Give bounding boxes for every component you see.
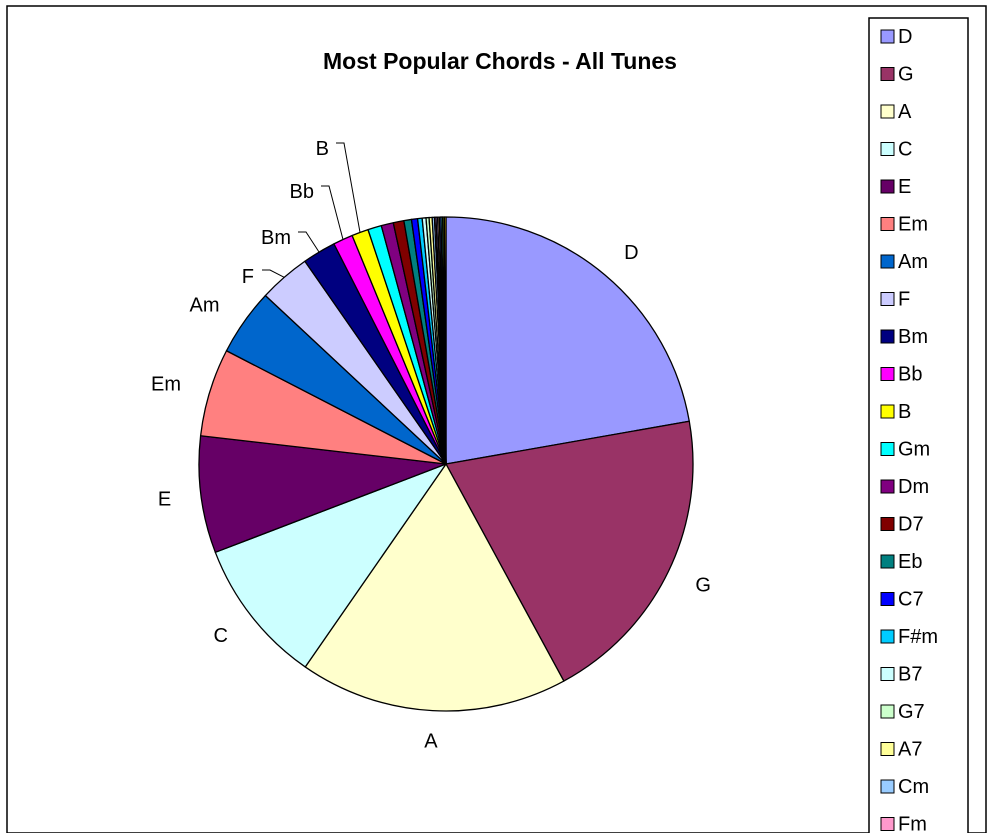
slice-label-f: F [242,266,254,288]
legend-swatch-fsharpm [880,629,895,644]
legend-swatch-c [880,142,895,156]
legend-label-fm: Fm [898,814,927,833]
leader-line-bm [298,231,320,253]
legend-label-bb: Bb [898,364,922,386]
legend-swatch-cm [880,779,895,794]
legend-label-c: C [898,139,912,161]
legend-label-gm: Gm [898,439,930,461]
slice-label-c: C [214,625,228,647]
pie-slice-g [445,420,694,682]
legend-swatch-gm [880,442,895,456]
legend-label-am: Am [898,251,928,273]
legend-label-b7: B7 [898,664,922,686]
leader-line-b [336,142,361,233]
pie-slice-c [214,463,447,668]
legend-swatch-a7 [880,742,895,756]
legend-label-d: D [898,26,912,48]
legend-label-a7: A7 [898,739,922,761]
legend-swatch-b [880,404,895,419]
slice-label-b: B [316,138,329,160]
legend-swatch-eb [880,554,895,569]
pie-slice-d [445,216,690,465]
pie-slice-a [304,463,565,712]
legend-swatch-g [880,67,895,81]
legend-swatch-d7 [880,517,895,531]
legend-swatch-f [880,292,895,306]
legend-label-d7: D7 [898,514,924,536]
legend-swatch-d [880,29,895,44]
legend-label-b: B [898,401,911,423]
legend-swatch-a [880,104,895,119]
legend-label-dm: Dm [898,476,929,498]
legend-swatch-b7 [880,667,895,681]
legend-label-eb: Eb [898,551,922,573]
legend-swatch-fm [880,817,895,831]
slice-label-am: Am [190,295,220,317]
legend-label-fsharpm: F#m [898,626,938,648]
slice-labels: D G A C E Em Am F Bm BbB [151,138,711,753]
legend-swatch-am [880,254,895,269]
legend-label-g: G [898,64,914,86]
legend-label-em: Em [898,214,928,236]
legend-label-g7: G7 [898,701,925,723]
leader-line-f [262,269,285,278]
legend-swatch-dm [880,479,895,494]
leader-lines [262,142,361,278]
legend-swatch-bm [880,329,895,344]
slice-label-d: D [624,242,638,264]
legend-swatch-em [880,217,895,231]
slice-label-em: Em [151,373,181,395]
slice-label-bm: Bm [261,227,291,249]
legend-swatch-e [880,179,895,194]
legend-swatch-c7 [880,592,895,606]
pie-slice-minor-5 [443,216,447,465]
legend-label-c7: C7 [898,589,924,611]
slice-label-e: E [158,489,171,511]
legend-label-cm: Cm [898,776,929,798]
legend-label-e: E [898,176,911,198]
slice-label-a: A [424,731,438,753]
slice-label-g: G [695,574,711,596]
pie-slice-e [198,435,447,553]
legend-label-f: F [898,289,910,311]
legend-swatch-g7 [880,704,895,719]
slice-label-bb: Bb [290,181,314,203]
pie [198,216,694,712]
chart-title: Most Popular Chords - All Tunes [323,48,677,74]
legend-label-bm: Bm [898,326,928,348]
leader-line-bb [321,185,344,240]
legend-label-a: A [898,101,912,123]
legend-swatch-bb [880,367,895,381]
